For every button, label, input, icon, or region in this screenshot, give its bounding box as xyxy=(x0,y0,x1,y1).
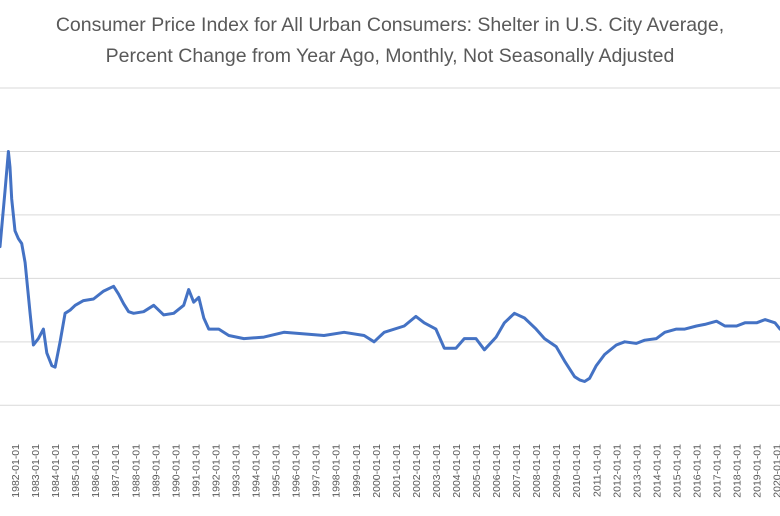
x-tick-label: 2014-01-01 xyxy=(651,444,663,498)
x-tick-label: 2004-01-01 xyxy=(451,444,463,498)
x-tick-label: 1997-01-01 xyxy=(311,444,323,498)
x-tick-label: 1987-01-01 xyxy=(110,444,122,498)
x-tick-label: 2015-01-01 xyxy=(671,444,683,498)
x-tick-label: 1993-01-01 xyxy=(231,444,243,498)
x-tick-label: 2000-01-01 xyxy=(371,444,383,498)
x-tick-label: 1985-01-01 xyxy=(70,444,82,498)
x-axis-ticks: 1982-01-01 1983-01-01 1984-01-01 1985-01-01… xyxy=(10,444,780,498)
chart-title: Consumer Price Index for All Urban Consu… xyxy=(56,14,724,36)
x-tick-label: 2005-01-01 xyxy=(471,444,483,498)
x-tick-label: 2007-01-01 xyxy=(511,444,523,498)
chart-subtitle: Percent Change from Year Ago, Monthly, N… xyxy=(106,45,675,67)
x-tick-label: 1996-01-01 xyxy=(291,444,303,498)
x-tick-label: 1988-01-01 xyxy=(130,444,142,498)
x-tick-label: 2002-01-01 xyxy=(411,444,423,498)
x-tick-label: 1982-01-01 xyxy=(10,444,22,498)
x-tick-label: 2019-01-01 xyxy=(752,444,764,498)
x-tick-label: 1991-01-01 xyxy=(190,444,202,498)
x-tick-label: 2009-01-01 xyxy=(551,444,563,498)
x-tick-label: 1992-01-01 xyxy=(211,444,223,498)
x-tick-label: 2001-01-01 xyxy=(391,444,403,498)
x-tick-label: 2006-01-01 xyxy=(491,444,503,498)
series-line-0 xyxy=(0,150,780,383)
x-tick-label: 1986-01-01 xyxy=(90,444,102,498)
x-tick-label: 1990-01-01 xyxy=(170,444,182,498)
gridlines xyxy=(0,87,780,406)
x-tick-label: 1995-01-01 xyxy=(271,444,283,498)
x-tick-label: 2020-01-01 xyxy=(772,444,780,498)
x-tick-label: 2008-01-01 xyxy=(531,444,543,498)
x-tick-label: 2012-01-01 xyxy=(611,444,623,498)
x-tick-label: 2013-01-01 xyxy=(631,444,643,498)
x-tick-label: 1984-01-01 xyxy=(50,444,62,498)
x-tick-label: 2010-01-01 xyxy=(571,444,583,498)
x-tick-label: 2016-01-01 xyxy=(692,444,704,498)
x-tick-label: 1999-01-01 xyxy=(351,444,363,498)
x-tick-label: 1998-01-01 xyxy=(331,444,343,498)
x-tick-label: 1994-01-01 xyxy=(251,444,263,498)
x-tick-label: 2017-01-01 xyxy=(712,444,724,498)
x-tick-label: 1989-01-01 xyxy=(150,444,162,498)
x-tick-label: 2011-01-01 xyxy=(591,444,603,497)
series-layer xyxy=(0,150,780,383)
x-tick-label: 2003-01-01 xyxy=(431,444,443,498)
x-tick-label: 1983-01-01 xyxy=(30,444,42,498)
x-tick-label: 2018-01-01 xyxy=(732,444,744,498)
